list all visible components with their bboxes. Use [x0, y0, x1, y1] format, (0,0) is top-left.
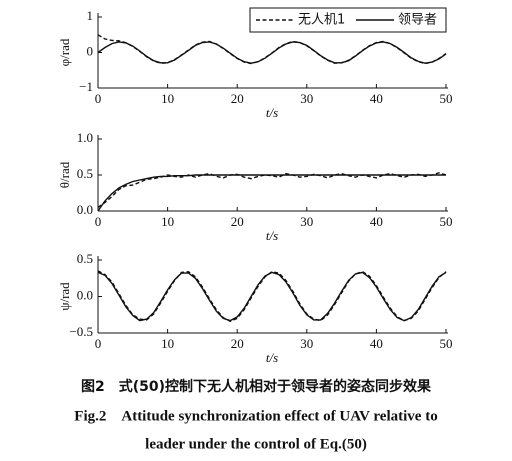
y-tick-label: 1.0	[77, 130, 93, 145]
x-tick-label: 0	[95, 214, 102, 229]
series-line	[97, 270, 447, 323]
x-tick-label: 50	[440, 336, 453, 351]
x-axis-label: t/s	[266, 228, 278, 243]
x-tick-label: 10	[161, 336, 174, 351]
x-tick-label: 30	[300, 336, 313, 351]
x-tick-label: 0	[95, 91, 102, 106]
y-tick-label: 0.5	[77, 166, 93, 181]
x-tick-label: 10	[161, 214, 174, 229]
y-tick-label: 0	[87, 43, 94, 58]
series-line	[97, 41, 447, 64]
y-axis-label: φ/rad	[57, 38, 72, 66]
x-tick-label: 0	[95, 336, 102, 351]
x-tick-label: 30	[300, 91, 313, 106]
caption-cn: 图2 式(50)控制下无人机相对于领导者的姿态同步效果	[81, 378, 432, 395]
x-tick-label: 40	[370, 336, 383, 351]
series-line	[97, 172, 447, 208]
x-tick-label: 20	[231, 214, 244, 229]
y-tick-label: −0.5	[69, 324, 93, 339]
x-axis-label: t/s	[266, 350, 278, 365]
y-tick-label: −1	[79, 79, 93, 94]
series-line	[97, 174, 446, 212]
x-tick-label: 20	[231, 91, 244, 106]
y-axis-label: θ/rad	[57, 161, 72, 188]
y-tick-label: 0.5	[77, 251, 93, 266]
caption-en: Fig.2 Attitude synchronization effect of…	[74, 408, 437, 424]
x-tick-label: 40	[370, 91, 383, 106]
x-tick-label: 20	[231, 336, 244, 351]
x-tick-label: 50	[440, 91, 453, 106]
x-tick-label: 10	[161, 91, 174, 106]
x-tick-label: 30	[300, 214, 313, 229]
x-tick-label: 40	[370, 214, 383, 229]
legend-label: 领导者	[398, 13, 437, 28]
y-tick-label: 0.0	[77, 202, 93, 217]
y-axis-label: ψ/rad	[57, 282, 72, 311]
y-tick-label: 1	[87, 8, 94, 23]
caption-en: leader under the control of Eq.(50)	[145, 436, 367, 452]
y-tick-label: 0.0	[77, 287, 93, 302]
series-line	[97, 271, 447, 322]
legend-label: 无人机1	[298, 13, 345, 28]
x-axis-label: t/s	[266, 105, 278, 120]
x-tick-label: 50	[440, 214, 453, 229]
